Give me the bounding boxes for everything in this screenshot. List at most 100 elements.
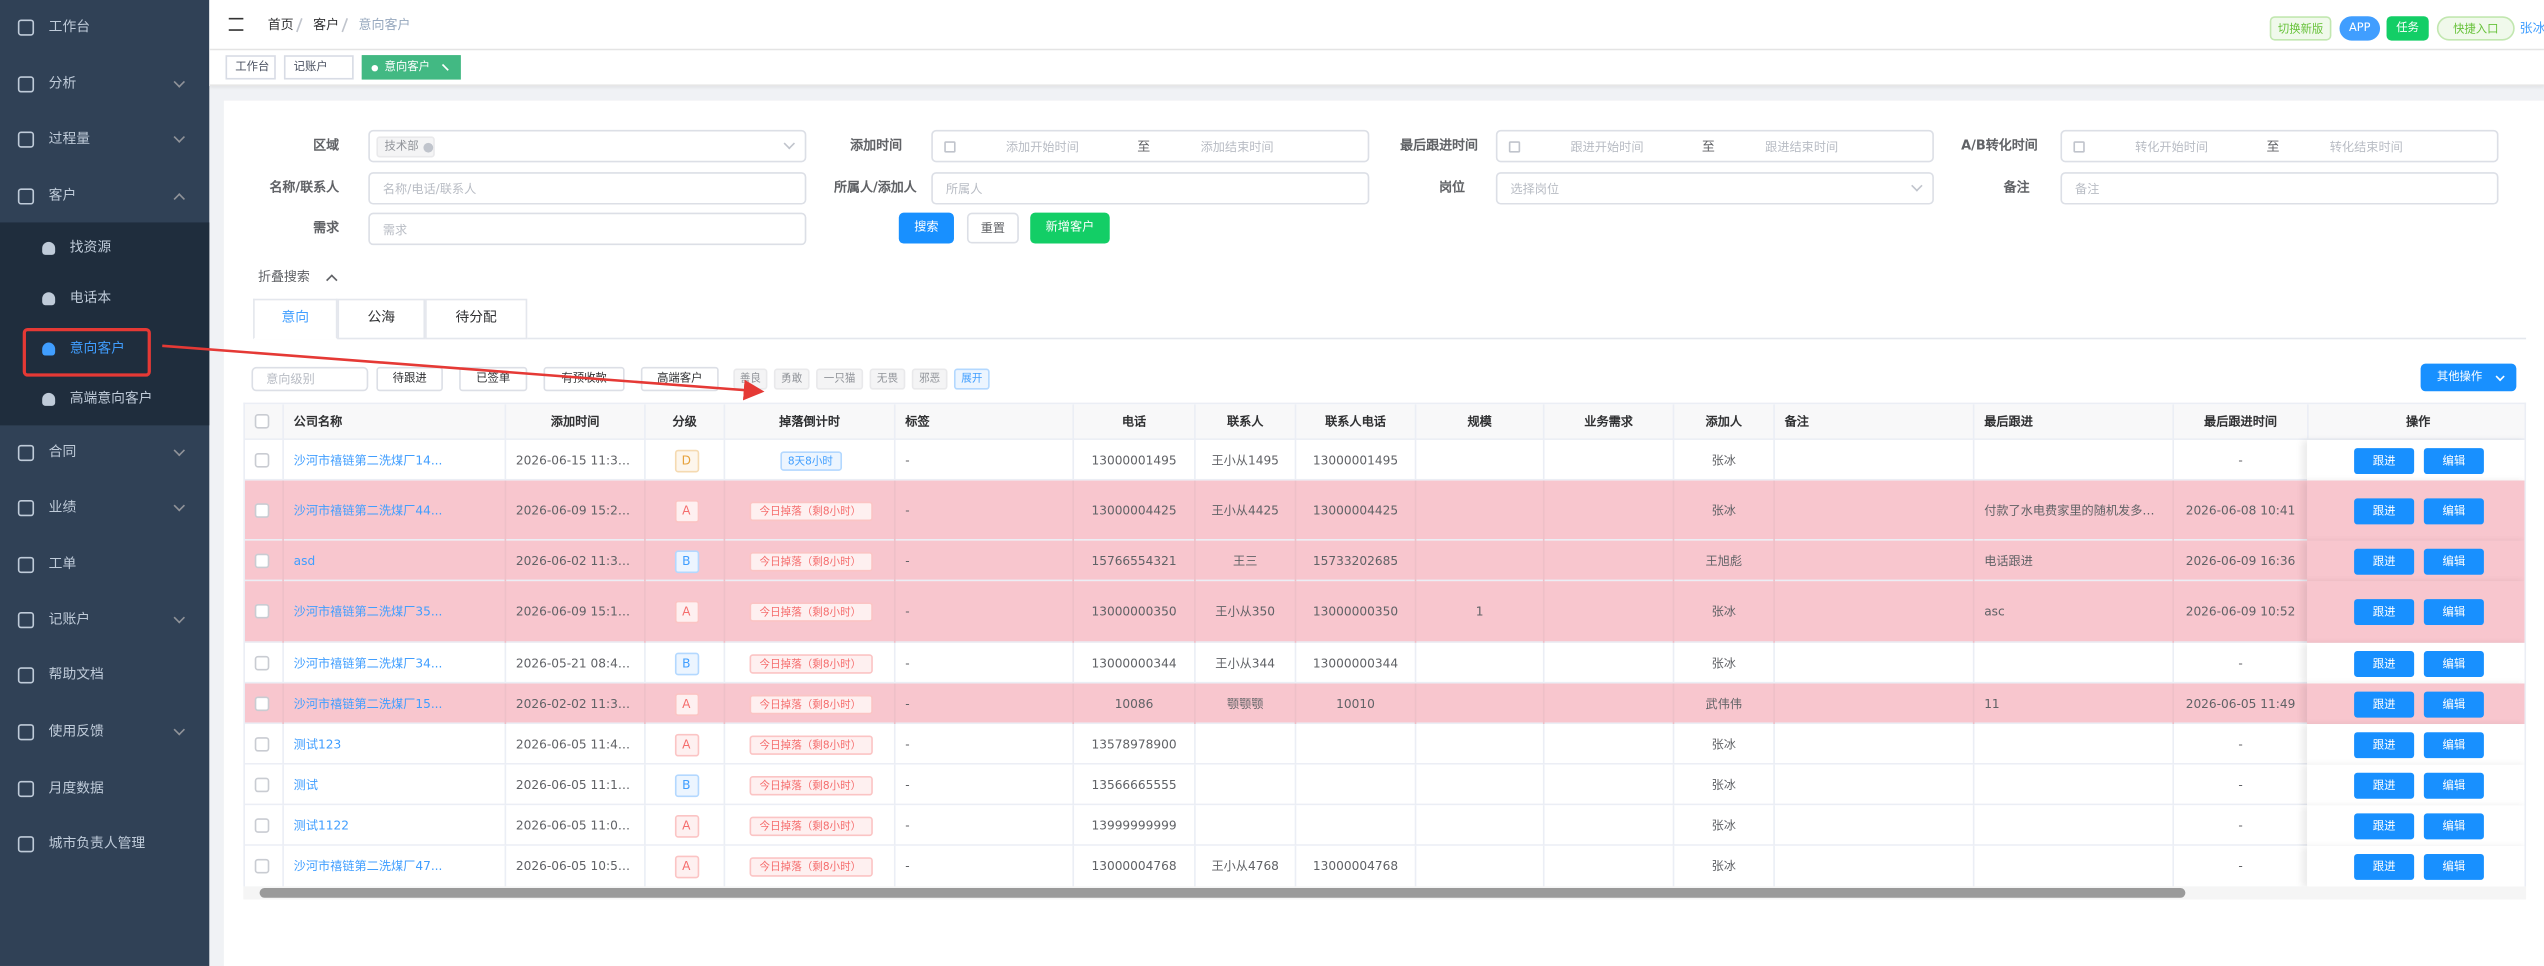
row-action[interactable]: 跟进 <box>2354 812 2415 839</box>
menu-item[interactable]: 客户 <box>48 188 77 205</box>
header-button[interactable]: 快捷入口 <box>2436 16 2515 41</box>
row-action[interactable]: 编辑 <box>2423 497 2484 524</box>
row-action[interactable]: 跟进 <box>2354 690 2415 717</box>
filter-input[interactable]: 选择岗位 <box>1495 172 1934 205</box>
menu-item[interactable]: 合同 <box>48 444 77 462</box>
filter-input[interactable]: 需求 <box>368 212 807 246</box>
row-action[interactable]: 跟进 <box>2354 853 2415 880</box>
table-row[interactable]: 测试 2026-06-05 11:10:01 B 今日掉落（剩8小时） - 1356666… <box>244 764 2525 806</box>
breadcrumb-item[interactable]: 客户 <box>313 17 340 33</box>
label-tag[interactable]: 勇敢 <box>773 368 810 390</box>
header-button[interactable]: 任务 <box>2386 16 2429 41</box>
label-tag[interactable]: 一只猫 <box>816 368 864 390</box>
filter-input[interactable]: 所属人 <box>931 172 1370 205</box>
company-link[interactable]: asd <box>293 553 316 569</box>
row-action[interactable]: 编辑 <box>2423 690 2484 717</box>
row-action[interactable]: 跟进 <box>2354 731 2415 758</box>
expand-tag[interactable]: 展开 <box>953 368 990 390</box>
filter-input[interactable]: 备注 <box>2060 172 2499 205</box>
header-button[interactable]: APP <box>2339 16 2381 41</box>
table-row[interactable]: asd 2026-06-02 11:39:26 B 今日掉落（剩8小时） - 157665… <box>244 540 2525 582</box>
submenu-item[interactable]: 电话本 <box>69 290 112 307</box>
collapse-toggle[interactable]: 折叠搜索 <box>257 269 310 285</box>
company-link[interactable]: 沙河市禧链第二洗煤厂35... <box>293 603 443 619</box>
row-action[interactable]: 跟进 <box>2354 771 2415 798</box>
menu-item[interactable]: 分析 <box>48 76 77 93</box>
table-row[interactable]: 沙河市禧链第二洗煤厂15... 2026-02-02 11:30:21 A 今日掉落（… <box>244 683 2525 725</box>
menu-item[interactable]: 月度数据 <box>48 780 104 798</box>
row-checkbox[interactable] <box>254 552 270 568</box>
filter-chip[interactable]: 已签单 <box>459 366 528 392</box>
company-link[interactable]: 沙河市禧链第二洗煤厂47... <box>293 858 443 874</box>
table-row[interactable]: 沙河市禧链第二洗煤厂34... 2026-05-21 08:41:47 B 今日掉落（… <box>244 642 2525 684</box>
table-row[interactable]: 沙河市禧链第二洗煤厂47... 2026-06-05 10:56:13 A 今日掉落（… <box>244 845 2525 887</box>
table-row[interactable]: 测试1122 2026-06-05 11:07:13 A 今日掉落（剩8小时） - 139… <box>244 805 2525 846</box>
company-link[interactable]: 测试 <box>293 777 318 793</box>
menu-item[interactable]: 过程量 <box>48 131 91 148</box>
row-checkbox[interactable] <box>254 817 270 833</box>
row-checkbox[interactable] <box>254 655 270 670</box>
table-row[interactable]: 沙河市禧链第二洗煤厂44... 2026-06-09 15:23:58 A 今日掉落（… <box>244 480 2525 541</box>
user-name[interactable]: 张冰 <box>2519 21 2544 36</box>
row-action[interactable]: 编辑 <box>2423 853 2484 880</box>
menu-item[interactable]: 工单 <box>48 556 77 574</box>
menu-item[interactable]: 帮助文档 <box>48 667 104 684</box>
row-action[interactable]: 编辑 <box>2423 731 2484 758</box>
menu-item[interactable]: 城市负责人管理 <box>48 836 146 853</box>
submenu-item[interactable]: 找资源 <box>69 240 112 257</box>
company-link[interactable]: 沙河市禧链第二洗煤厂15... <box>293 696 443 712</box>
row-action[interactable]: 编辑 <box>2423 812 2484 839</box>
filter-chip[interactable]: 待跟进 <box>376 366 443 392</box>
row-action[interactable]: 编辑 <box>2423 599 2484 626</box>
row-action[interactable]: 跟进 <box>2354 599 2415 626</box>
filter-input[interactable]: 技术部 <box>368 129 807 163</box>
view-tab[interactable]: 意向客户 <box>361 55 461 80</box>
filter-button[interactable]: 搜索 <box>898 212 954 244</box>
filter-input[interactable]: 转化开始时间 至 转化结束时间 <box>2060 129 2499 163</box>
filter-chip[interactable]: 高端客户 <box>640 366 719 392</box>
row-checkbox[interactable] <box>254 502 270 518</box>
label-tag[interactable]: 邪恶 <box>911 368 948 390</box>
row-checkbox[interactable] <box>254 603 270 619</box>
row-checkbox[interactable] <box>254 736 270 751</box>
row-action[interactable]: 编辑 <box>2423 771 2484 798</box>
company-link[interactable]: 沙河市禧链第二洗煤厂14... <box>293 452 443 468</box>
view-tab[interactable]: 记账户 <box>283 55 354 80</box>
menu-item[interactable]: 记账户 <box>48 612 91 629</box>
table-row[interactable]: 沙河市禧链第二洗煤厂14... 2026-06-15 11:30:19 D 8天8小时… <box>244 439 2525 481</box>
row-action[interactable]: 编辑 <box>2423 447 2484 474</box>
filter-input[interactable]: 跟进开始时间 至 跟进结束时间 <box>1495 129 1934 163</box>
row-checkbox[interactable] <box>254 858 270 874</box>
label-tag[interactable]: 善良 <box>733 368 768 390</box>
filter-input[interactable]: 添加开始时间 至 添加结束时间 <box>931 129 1370 163</box>
table-row[interactable]: 测试123 2026-06-05 11:48:03 A 今日掉落（剩8小时） - 1357… <box>244 724 2525 765</box>
header-button[interactable]: 切换新版 <box>2269 16 2332 41</box>
row-action[interactable]: 跟进 <box>2354 447 2415 474</box>
company-link[interactable]: 沙河市禧链第二洗煤厂44... <box>293 503 443 518</box>
table-row[interactable]: 沙河市禧链第二洗煤厂35... 2026-06-09 15:19:51 A 今日掉落（… <box>244 581 2525 643</box>
filter-chip[interactable]: 有预收款 <box>543 366 625 392</box>
filter-input[interactable]: 名称/电话/联系人 <box>368 172 807 205</box>
view-tab[interactable]: 工作台 <box>225 55 276 80</box>
level-select[interactable]: 意向级别 <box>251 366 369 392</box>
menu-item[interactable]: 使用反馈 <box>48 724 104 741</box>
row-action[interactable]: 跟进 <box>2354 547 2415 574</box>
breadcrumb-item[interactable]: 首页 <box>267 17 294 33</box>
submenu-item[interactable]: 高端意向客户 <box>69 391 153 408</box>
list-tab[interactable]: 意向 <box>253 298 338 340</box>
list-tab[interactable]: 待分配 <box>425 298 528 340</box>
menu-item[interactable]: 工作台 <box>48 19 91 36</box>
company-link[interactable]: 沙河市禧链第二洗煤厂34... <box>293 655 443 671</box>
label-tag[interactable]: 无畏 <box>869 368 906 390</box>
list-tab[interactable]: 公海 <box>337 298 426 340</box>
row-action[interactable]: 跟进 <box>2354 650 2415 677</box>
filter-button[interactable]: 新增客户 <box>1030 212 1110 244</box>
row-checkbox[interactable] <box>254 695 270 711</box>
row-checkbox[interactable] <box>254 776 270 792</box>
row-action[interactable]: 编辑 <box>2423 650 2484 677</box>
filter-tag[interactable]: 技术部 <box>376 136 435 158</box>
company-link[interactable]: 测试123 <box>293 737 342 752</box>
row-checkbox[interactable] <box>254 452 270 467</box>
company-link[interactable]: 测试1122 <box>293 818 349 833</box>
submenu-item[interactable]: 意向客户 <box>69 340 125 358</box>
